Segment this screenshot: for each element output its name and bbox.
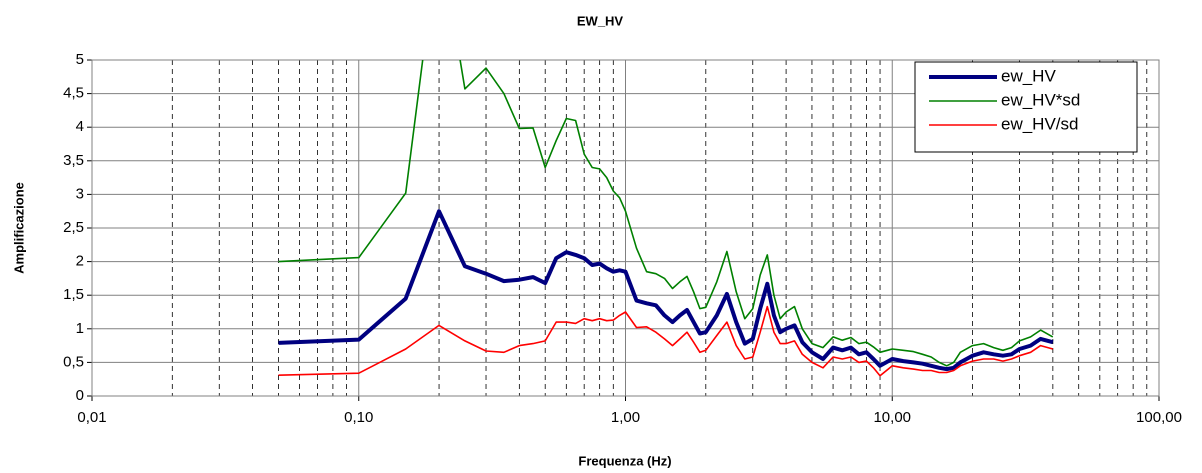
y-tick-label: 3 [76,185,84,202]
series-line [278,60,1054,367]
x-tick-label: 1,00 [611,409,640,426]
y-tick-label: 2 [76,253,84,270]
series-line [278,209,1054,372]
x-tick-label: 0,01 [77,409,106,426]
y-tick-label: 0 [76,387,84,404]
y-tick-label: 4 [76,118,84,135]
y-tick-label: 1,5 [63,286,84,303]
plot-lines [278,60,1054,377]
x-tick-label: 10,00 [873,409,911,426]
y-tick-label: 5 [76,51,84,68]
y-tick-label: 3,5 [63,152,84,169]
x-tick-label: 0,10 [344,409,373,426]
chart-title: EW_HV [577,13,624,28]
y-tick-label: 1 [76,320,84,337]
x-axis-label: Frequenza (Hz) [578,453,671,468]
legend-label: ew_HV/sd [1001,114,1078,133]
y-tick-label: 2,5 [63,219,84,236]
y-tick-label: 4,5 [63,85,84,102]
plot-border [91,59,1160,397]
y-axis-label: Amplificazione [11,182,26,274]
x-tick-label: 100,00 [1136,409,1182,426]
legend-label: ew_HV [1001,66,1056,85]
y-tick-label: 0,5 [63,353,84,370]
legend-label: ew_HV*sd [1001,90,1080,109]
series-line [278,305,1054,377]
